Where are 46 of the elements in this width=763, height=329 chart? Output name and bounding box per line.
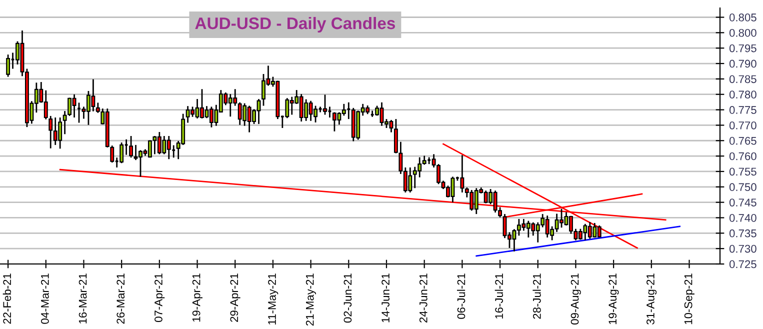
x-tick-label: 10-Sep-21 [684,274,694,324]
candlestick [6,54,10,78]
y-tick-label: 0.770 [729,121,756,130]
y-tick-label: 0.730 [729,244,756,253]
candlestick [110,144,114,164]
x-tick-label: 09-Aug-21 [570,274,581,324]
candlestick [460,154,464,194]
y-tick-label: 0.790 [729,60,756,68]
x-tick-label: 16-Jul-21 [494,274,504,318]
y-tick-label: 0.795 [729,44,756,52]
y-tick-label: 0.780 [729,90,756,98]
x-tick-label: 16-Mar-21 [78,274,87,324]
x-tick-label: 21-May-21 [306,274,316,326]
x-tick-label: 19-Apr-21 [192,274,202,322]
y-tick-label: 0.760 [729,152,756,160]
candlestick [120,142,124,164]
y-tick-label: 0.785 [729,75,756,84]
x-tick-label: 26-Mar-21 [116,274,125,324]
y-tick-label: 0.805 [729,14,756,22]
y-tick-label: 0.750 [729,183,756,192]
x-tick-label: 14-Jun-21 [382,274,390,322]
x-tick-label: 06-Jul-21 [457,274,466,319]
y-tick-label: 0.775 [729,106,756,114]
y-tick-label: 0.745 [729,198,756,206]
candlestick [68,97,72,117]
y-tick-label: 0.755 [729,168,756,176]
y-tick-label: 0.765 [729,136,756,145]
text: AUD-USD - Daily Candles [195,16,395,32]
y-tick-label: 0.800 [729,28,756,37]
x-tick-label: 31-Aug-21 [646,274,657,324]
x-tick-label: 04-Mar-21 [41,274,49,324]
y-tick-label: 0.725 [729,260,756,268]
x-tick-label: 22-Feb-21 [2,274,12,324]
candlestick [48,115,53,150]
x-tick-label: 24-Jun-21 [419,274,428,322]
x-tick-label: 19-Aug-21 [608,274,619,324]
x-tick-label: 02-Jun-21 [344,274,352,323]
candlestick [129,135,134,158]
candlestick [62,110,67,135]
x-tick-label: 07-Apr-21 [154,274,165,322]
y-tick-label: 0.740 [729,214,756,222]
x-tick-label: 11-May-21 [268,274,278,324]
candlestick [323,94,327,116]
y-tick-label: 0.735 [729,229,756,238]
x-tick-label: 29-Apr-21 [230,274,240,322]
x-tick-label: 28-Jul-21 [532,274,541,319]
